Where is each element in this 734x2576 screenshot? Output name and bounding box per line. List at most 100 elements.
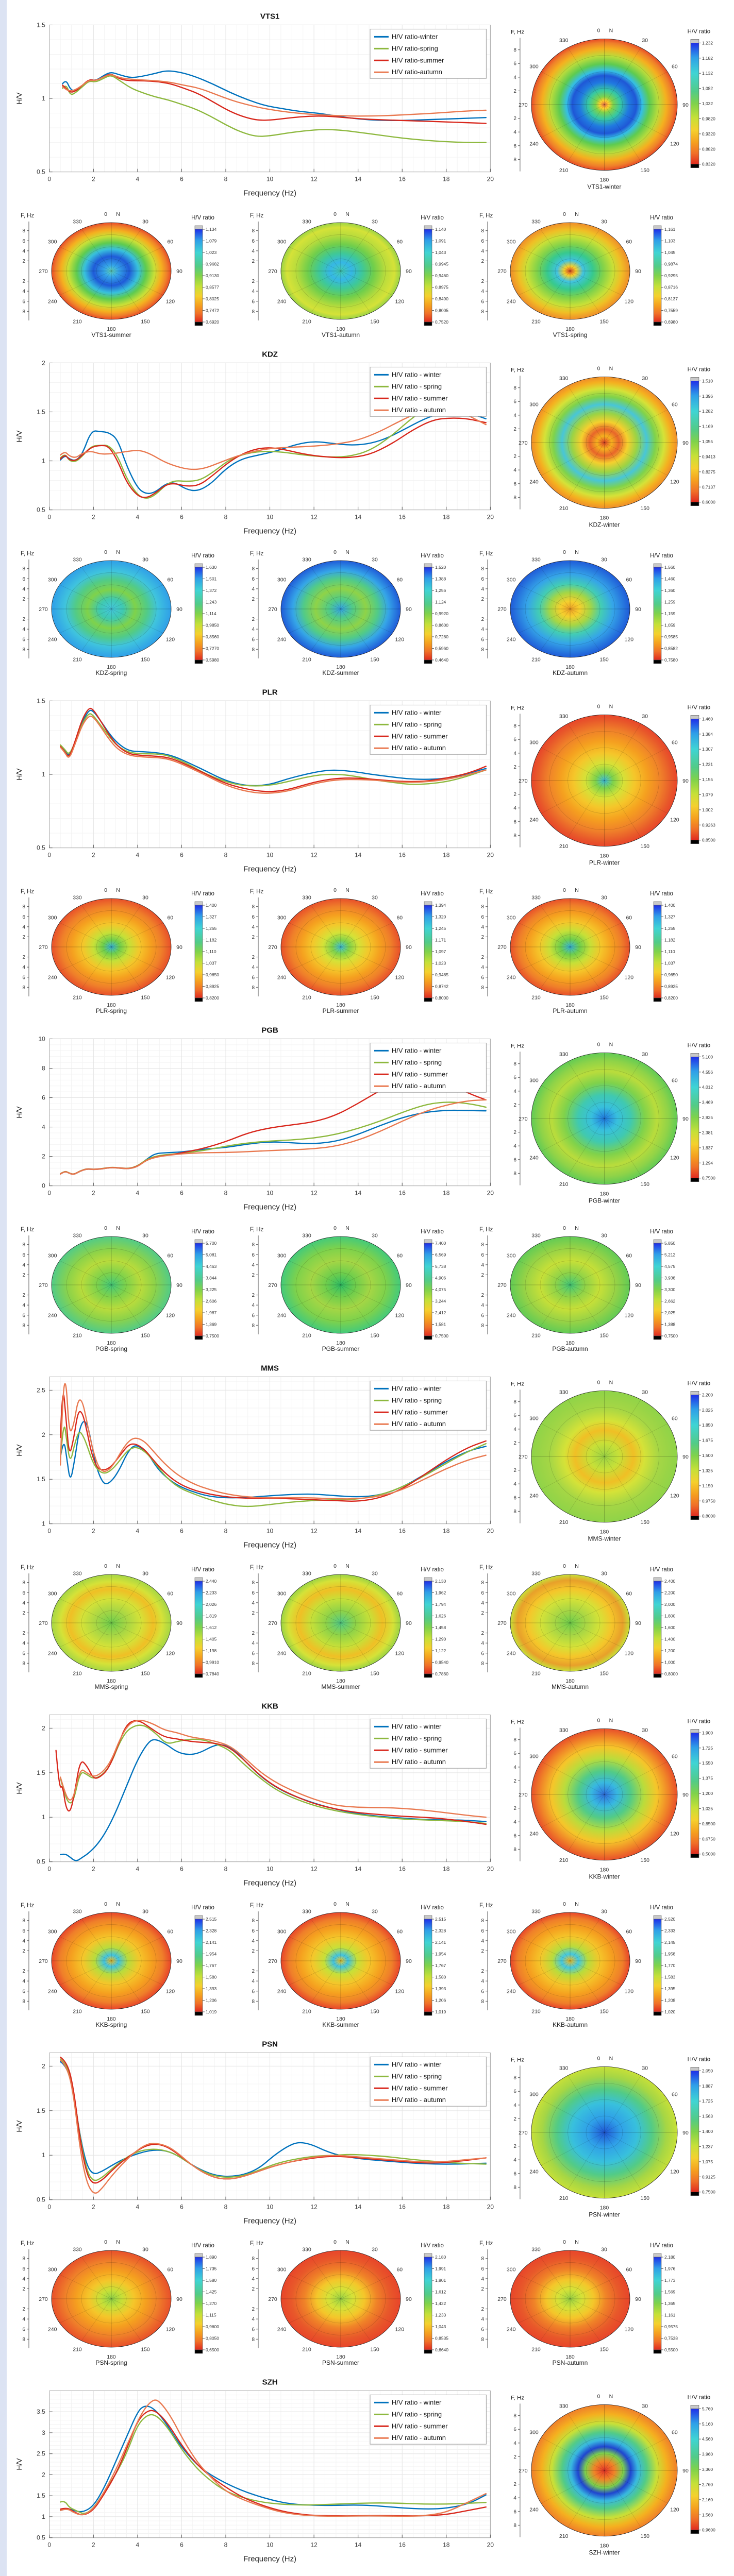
polar-ring (568, 1085, 641, 1152)
azimuth-label: 0 (563, 887, 566, 893)
f-tick-label: 8 (481, 1242, 484, 1248)
f-tick-label: 8 (514, 495, 517, 501)
polar-ring (295, 1924, 386, 1997)
azimuth-label: 210 (73, 2347, 82, 2353)
colorbar-tick-label: 1,569 (664, 2290, 676, 2295)
azimuth-label: N (116, 211, 120, 217)
colorbar-tick-label: 5,212 (664, 1252, 676, 1258)
colorbar-title: H/V ratio (421, 1905, 444, 1911)
polar-spoke (570, 246, 622, 272)
f-axis-label: F, Hz (250, 213, 263, 219)
azimuth-label: 240 (530, 141, 539, 147)
azimuth-label: 270 (519, 1116, 528, 1122)
polar-spoke (570, 1284, 600, 1327)
f-tick-label: 8 (252, 1242, 255, 1248)
azimuth-label: 150 (370, 2009, 379, 2015)
azimuth-label: 270 (519, 103, 528, 108)
azimuth-label: 270 (497, 2296, 507, 2302)
block-season-row: F, Hz 8 8 6 6 4 4 2 2 0 N 30 60 90 120 150 180 210 240 270 3… (9, 1224, 734, 1358)
legend-box (370, 2056, 487, 2107)
x-tick-label: 12 (310, 176, 318, 183)
colorbar-tick-label: 1,954 (435, 1952, 446, 1957)
azimuth-label: 0 (597, 28, 600, 33)
azimuth-label: N (575, 1563, 579, 1569)
polar-spoke (81, 2257, 112, 2299)
chart-title: KDZ (262, 350, 278, 359)
colorbar (424, 567, 432, 660)
polar-spoke (604, 104, 668, 138)
azimuth-label: 330 (73, 1908, 82, 1914)
polar-spoke (568, 1456, 605, 1514)
azimuth-label: 30 (372, 894, 378, 901)
x-tick-label: 4 (136, 1528, 140, 1535)
azimuth-label: 90 (176, 944, 182, 951)
legend-label-spring: H/V ratio - spring (392, 720, 442, 728)
legend-label-autumn: H/V ratio - autumn (392, 744, 446, 752)
f-tick-label: 8 (514, 1399, 517, 1405)
legend-label-winter: H/V ratio - winter (392, 1722, 442, 1730)
y-tick-label: 2.5 (37, 2450, 45, 2458)
azimuth-label: 330 (302, 1908, 311, 1914)
x-tick-label: 10 (266, 2204, 274, 2211)
legend-label-winter: H/V ratio - winter (392, 370, 442, 378)
polar-caption: PGB-spring (95, 1345, 127, 1352)
polar-spoke (518, 270, 571, 296)
f-tick-label: 6 (481, 299, 484, 304)
f-tick-label: 8 (514, 2523, 517, 2529)
azimuth-label: 120 (625, 1313, 634, 1319)
y-tick-label: 0 (42, 1182, 45, 1190)
polar-spoke (568, 1399, 605, 1457)
colorbar-underflow-cap (653, 2011, 662, 2016)
colorbar-title: H/V ratio (688, 1718, 711, 1724)
polar-spoke (604, 1399, 641, 1457)
colorbar-title: H/V ratio (688, 2394, 711, 2400)
y-tick-label: 1 (42, 1814, 45, 1821)
polar-spoke (340, 608, 393, 634)
colorbar (690, 2071, 699, 2192)
polar-spoke (568, 2413, 605, 2471)
azimuth-label: 0 (563, 1901, 566, 1907)
series-line-spring (62, 75, 487, 143)
azimuth-label: 60 (672, 1754, 678, 1760)
f-tick-label: 6 (481, 637, 484, 642)
azimuth-label: 330 (559, 376, 569, 381)
azimuth-label: 180 (336, 326, 345, 332)
polar-caption: SZH-winter (589, 2549, 620, 2556)
station-block-kdz-1: 0 2 4 6 8 10 12 14 16 18 20 0.5 1 1.5 2 KDZ Frequency (H… (9, 347, 734, 682)
polar-ring (325, 2286, 356, 2311)
azimuth-label: 180 (565, 1340, 575, 1346)
x-tick-label: 18 (443, 514, 450, 521)
f-tick-label: 4 (22, 1641, 25, 1647)
polar-ring (96, 1273, 127, 1297)
polar-spoke (289, 1260, 341, 1285)
polar-spoke (310, 1581, 341, 1623)
azimuth-label: N (609, 366, 613, 371)
azimuth-label: 120 (625, 975, 634, 981)
polar-spoke (604, 1085, 668, 1119)
azimuth-label: 240 (530, 2169, 539, 2175)
azimuth-label: 300 (530, 64, 539, 70)
colorbar-tick-label: 1,325 (702, 1468, 713, 1473)
colorbar-tick-label: 0,9485 (435, 972, 448, 977)
colorbar-underflow-cap (194, 997, 203, 1002)
azimuth-label: 210 (559, 1520, 569, 1526)
azimuth-label: 210 (559, 506, 569, 512)
azimuth-label: 300 (507, 1929, 516, 1935)
azimuth-label: 270 (519, 1454, 528, 1460)
polar-spoke (111, 608, 163, 634)
polar-spoke (111, 1622, 142, 1665)
colorbar-underflow-cap (653, 659, 662, 664)
f-tick-label: 2 (22, 1948, 25, 1954)
colorbar-tick-label: 0,5500 (664, 2347, 678, 2352)
colorbar (424, 1919, 432, 2012)
colorbar-tick-label: 1,837 (702, 1145, 713, 1150)
f-tick-label: 6 (514, 2427, 517, 2433)
polar-spoke (111, 2274, 163, 2299)
polar-spoke (289, 1960, 341, 1986)
contour-disk (280, 1574, 401, 1672)
polar-ring (295, 910, 386, 984)
